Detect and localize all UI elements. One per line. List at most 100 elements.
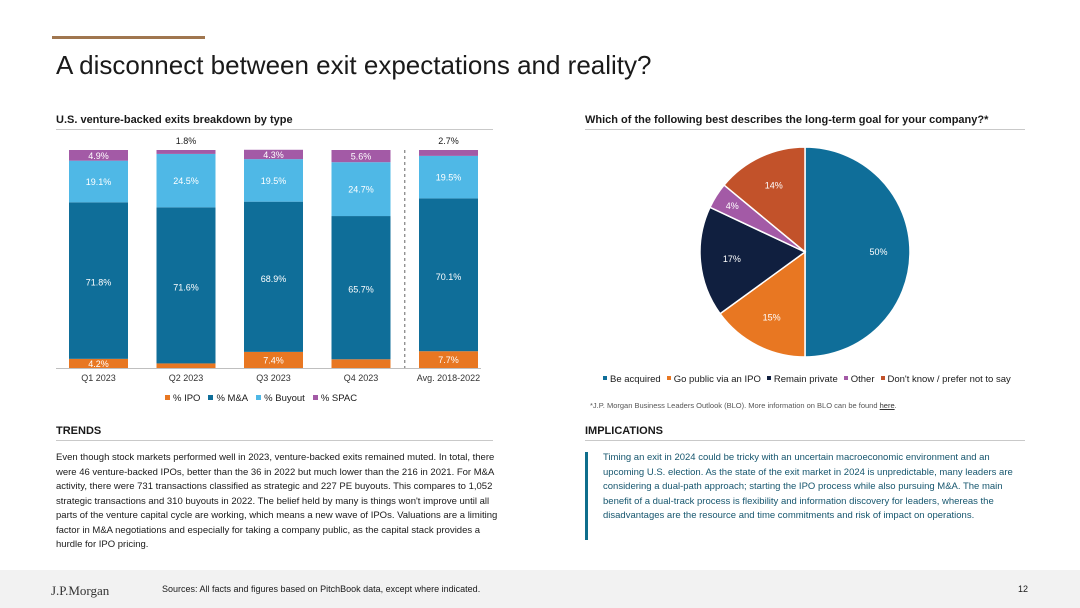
legend-swatch-other xyxy=(843,376,848,381)
legend-label-go-public-via-an-ipo: Go public via an IPO xyxy=(673,374,761,385)
bar-m-a-q4-2023 xyxy=(331,216,391,360)
legend-remain-private: Remain private xyxy=(766,374,838,385)
bar-buyout-q2-2023 xyxy=(156,153,216,208)
legend-swatch-buyout xyxy=(256,394,262,400)
label-spac-q4-2023: 5.6% xyxy=(351,152,372,162)
legend-swatch-m-a xyxy=(208,394,214,400)
bar-ipo-q4-2023 xyxy=(331,359,391,368)
label-m-a-avg-2018-2022: 70.1% xyxy=(436,272,462,282)
bar-m-a-q3-2023 xyxy=(244,201,303,352)
bar-m-a-avg-2018-2022 xyxy=(419,198,478,352)
legend-swatch-spac xyxy=(312,394,318,400)
legend-ipo: % IPO xyxy=(165,393,200,404)
label-m-a-q3-2023: 68.9% xyxy=(261,274,287,284)
legend-swatch-don-t-know-prefer-not-to-say xyxy=(880,376,885,381)
label-spac-avg-2018-2022: 2.7% xyxy=(438,136,459,146)
implications-accent-bar xyxy=(585,452,588,540)
bar-buyout-q4-2023 xyxy=(331,162,391,217)
label-ipo-q3-2023: 7.4% xyxy=(263,355,284,365)
trends-rule xyxy=(56,440,493,441)
bar-chart-heading: U.S. venture-backed exits breakdown by t… xyxy=(56,114,293,126)
bar-m-a-q1-2023 xyxy=(69,202,128,359)
slice-label-don-t-know-prefer-not-to-say: 14% xyxy=(765,180,783,190)
legend-go-public-via-an-ipo: Go public via an IPO xyxy=(666,374,761,385)
label-m-a-q1-2023: 71.8% xyxy=(86,278,112,288)
slice-label-be-acquired: 50% xyxy=(869,247,887,257)
bar-spac-q4-2023 xyxy=(331,150,391,163)
pie-chart-heading-rule xyxy=(585,129,1025,130)
label-buyout-q2-2023: 24.5% xyxy=(173,176,199,186)
legend-label-be-acquired: Be acquired xyxy=(610,374,661,385)
legend-swatch-remain-private xyxy=(766,376,771,381)
legend-other: Other xyxy=(843,374,875,385)
blo-link[interactable]: here xyxy=(879,401,895,410)
label-buyout-q3-2023: 19.5% xyxy=(261,176,287,186)
slice-remain-private xyxy=(699,206,807,315)
trends-heading: TRENDS xyxy=(56,425,102,437)
legend-label-ipo: % IPO xyxy=(173,393,201,404)
bar-ipo-q3-2023 xyxy=(244,351,303,368)
goal-pie-chart: 50% 15% 17% 4% 14% xyxy=(699,146,911,358)
legend-swatch-be-acquired xyxy=(603,376,607,381)
legend-label-don-t-know-prefer-not-to-say: Don't know / prefer not to say xyxy=(887,374,1011,385)
x-tick-q3-2023: Q3 2023 xyxy=(256,373,291,383)
page-title: A disconnect between exit expectations a… xyxy=(56,50,652,80)
label-buyout-q4-2023: 24.7% xyxy=(348,185,374,195)
bar-ipo-q2-2023 xyxy=(156,363,216,368)
slice-be-acquired xyxy=(804,146,911,358)
bar-buyout-avg-2018-2022 xyxy=(419,155,478,199)
bar-spac-q1-2023 xyxy=(69,150,128,161)
slice-label-go-public-via-an-ipo: 15% xyxy=(763,312,781,322)
title-accent-bar xyxy=(52,36,205,39)
legend-label-m-a: % M&A xyxy=(216,393,249,404)
label-m-a-q4-2023: 65.7% xyxy=(348,285,374,295)
footer: J.P.Morgan Sources: All facts and figure… xyxy=(0,570,1080,608)
exits-bar-chart: 4.2%71.8%19.1%4.9%Q1 20232.1%71.6%24.5%1… xyxy=(56,136,481,383)
bar-ipo-avg-2018-2022 xyxy=(419,351,478,368)
x-tick-avg-2018-2022: Avg. 2018-2022 xyxy=(417,373,480,383)
trends-text: Even though stock markets performed well… xyxy=(56,452,498,550)
survey-footnote: *J.P. Morgan Business Leaders Outlook (B… xyxy=(590,401,897,410)
label-spac-q2-2023: 1.8% xyxy=(176,136,197,146)
survey-footnote-end: . xyxy=(894,401,897,410)
legend-m-a: % M&A xyxy=(208,393,248,404)
bar-buyout-q3-2023 xyxy=(244,159,303,202)
sources-note: Sources: All facts and figures based on … xyxy=(162,584,481,594)
label-buyout-avg-2018-2022: 19.5% xyxy=(436,173,462,183)
bar-spac-q3-2023 xyxy=(244,149,303,160)
bar-ipo-q1-2023 xyxy=(69,358,128,368)
legend-label-spac: % SPAC xyxy=(320,393,358,404)
label-m-a-q2-2023: 71.6% xyxy=(173,282,199,292)
legend-be-acquired: Be acquired xyxy=(603,374,661,385)
slice-label-other: 4% xyxy=(726,201,739,211)
bar-m-a-q2-2023 xyxy=(156,207,216,364)
implications-heading: IMPLICATIONS xyxy=(585,425,664,437)
bar-spac-q2-2023 xyxy=(156,150,216,154)
slice-go-public-via-an-ipo xyxy=(719,250,806,358)
page-number: 12 xyxy=(1017,584,1028,594)
bar-buyout-q1-2023 xyxy=(69,160,128,203)
label-ipo-q1-2023: 4.2% xyxy=(88,359,109,369)
jpmorgan-logo: J.P.Morgan xyxy=(51,583,110,598)
label-spac-q3-2023: 4.3% xyxy=(263,150,284,160)
x-tick-q2-2023: Q2 2023 xyxy=(169,373,204,383)
slice-don-t-know-prefer-not-to-say xyxy=(723,146,806,254)
label-ipo-avg-2018-2022: 7.7% xyxy=(438,355,459,365)
implications-rule xyxy=(585,440,1025,441)
bar-spac-avg-2018-2022 xyxy=(419,150,478,156)
x-tick-q4-2023: Q4 2023 xyxy=(344,373,379,383)
pie-chart-legend: Be acquired Go public via an IPO Remain pr… xyxy=(603,374,1011,385)
legend-swatch-go-public-via-an-ipo xyxy=(666,376,671,381)
bar-chart-legend: % IPO % M&A % Buyout % SPAC xyxy=(165,393,357,404)
legend-swatch-ipo xyxy=(165,394,170,400)
legend-buyout: % Buyout xyxy=(256,393,305,404)
pie-chart-heading: Which of the following best describes th… xyxy=(585,114,989,126)
survey-footnote-text: *J.P. Morgan Business Leaders Outlook (B… xyxy=(590,401,880,410)
x-tick-q1-2023: Q1 2023 xyxy=(81,373,116,383)
legend-label-remain-private: Remain private xyxy=(773,374,838,385)
label-buyout-q1-2023: 19.1% xyxy=(86,177,112,187)
legend-don-t-know-prefer-not-to-say: Don't know / prefer not to say xyxy=(880,374,1011,385)
bar-chart-heading-rule xyxy=(56,129,493,130)
legend-label-other: Other xyxy=(850,374,875,385)
legend-spac: % SPAC xyxy=(312,393,358,404)
